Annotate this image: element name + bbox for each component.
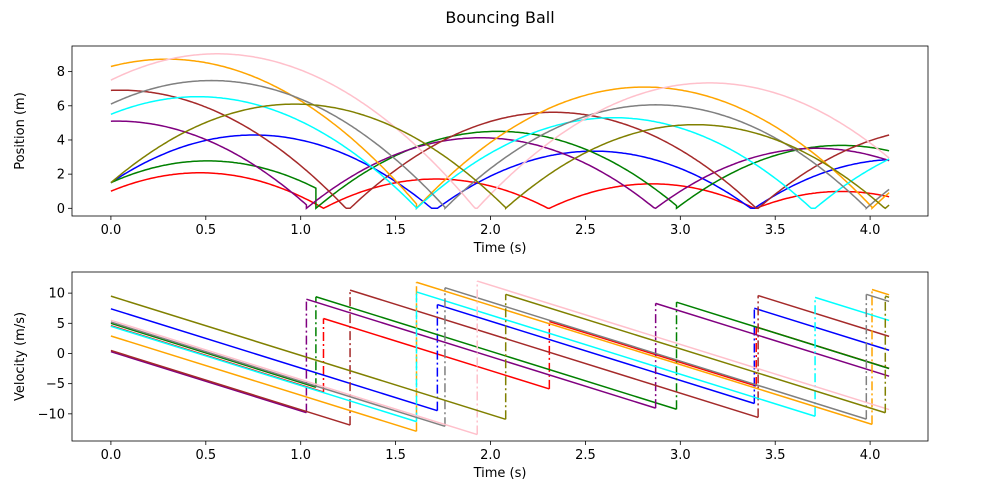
velocity-series-line <box>110 321 446 428</box>
x-tick-label: 1.5 <box>385 223 406 238</box>
y-tick-label: 10 <box>48 287 65 302</box>
velocity-series-line <box>676 301 890 370</box>
velocity-series-line <box>110 319 478 436</box>
position-series-line <box>110 103 890 210</box>
velocity-series-line <box>110 308 438 412</box>
velocity-series-line <box>477 280 890 411</box>
x-tick-label: 0.5 <box>195 448 216 463</box>
position-axes: 0.0 0.5 1.0 1.5 2.0 2.5 3.0 3.5 4.0 0 2 4 6 8 Time (… <box>13 45 929 256</box>
velocity-series-line <box>871 288 890 296</box>
velocity-x-axis-label: Time (s) <box>473 466 527 481</box>
x-tick-label: 0.5 <box>195 223 216 238</box>
position-series-line <box>110 53 890 210</box>
velocity-lines <box>110 280 890 436</box>
velocity-series-line <box>416 281 873 426</box>
position-series-line <box>110 79 890 211</box>
velocity-series-line <box>866 293 890 303</box>
x-tick-label: 1.0 <box>290 448 311 463</box>
x-tick-label: 2.5 <box>575 448 596 463</box>
velocity-series-line <box>437 303 755 405</box>
y-tick-label: 5 <box>57 317 65 332</box>
velocity-series-line <box>306 298 656 409</box>
velocity-series-line <box>110 350 307 414</box>
y-tick-label: 4 <box>57 133 65 148</box>
position-x-axis-label: Time (s) <box>473 241 527 256</box>
position-series-line <box>110 95 890 210</box>
velocity-axes: 0.0 0.5 1.0 1.5 2.0 2.5 3.0 3.5 4.0 10 5 0 −5 −10 Ti… <box>13 271 929 481</box>
position-series-line <box>110 58 890 211</box>
velocity-x-ticks: 0.0 0.5 1.0 1.5 2.0 2.5 3.0 3.5 4.0 <box>101 441 881 463</box>
position-series-line <box>110 120 890 210</box>
velocity-y-ticks: 10 5 0 −5 −10 <box>38 287 72 422</box>
x-tick-label: 0.0 <box>101 223 122 238</box>
velocity-series-line <box>110 349 351 426</box>
velocity-series-line <box>315 296 677 410</box>
velocity-series-line <box>110 325 417 423</box>
x-tick-label: 4.0 <box>860 223 881 238</box>
velocity-axes-frame <box>71 271 929 442</box>
x-tick-label: 0.0 <box>101 448 122 463</box>
x-tick-label: 3.0 <box>670 223 691 238</box>
y-tick-label: 0 <box>57 347 65 362</box>
velocity-series-line <box>444 286 867 420</box>
figure-title: Bouncing Ball <box>445 8 554 27</box>
velocity-series-line <box>814 296 890 322</box>
position-axes-frame <box>71 45 929 217</box>
y-tick-label: 8 <box>57 65 65 80</box>
y-tick-label: 0 <box>57 202 65 217</box>
position-y-ticks: 0 2 4 6 8 <box>57 65 72 217</box>
y-tick-label: −5 <box>46 377 65 392</box>
x-tick-label: 3.5 <box>765 223 786 238</box>
position-series-line <box>110 89 890 210</box>
velocity-series-line <box>505 293 886 414</box>
y-tick-label: 6 <box>57 99 65 114</box>
velocity-series-line <box>655 302 890 377</box>
velocity-series-line <box>110 322 317 388</box>
velocity-series-line <box>416 291 816 417</box>
x-tick-label: 4.0 <box>860 448 881 463</box>
velocity-series-line <box>323 317 550 390</box>
y-tick-label: 2 <box>57 168 65 183</box>
position-x-ticks: 0.0 0.5 1.0 1.5 2.0 2.5 3.0 3.5 4.0 <box>101 216 881 238</box>
velocity-series-line <box>549 320 757 387</box>
x-tick-label: 3.5 <box>765 448 786 463</box>
position-series-line <box>110 130 890 210</box>
velocity-series-line <box>349 289 759 419</box>
velocity-series-line <box>110 295 506 421</box>
x-tick-label: 1.0 <box>290 223 311 238</box>
y-tick-label: −10 <box>38 407 65 422</box>
velocity-series-line <box>885 295 890 299</box>
position-lines <box>110 53 890 211</box>
x-tick-label: 2.5 <box>575 223 596 238</box>
x-tick-label: 1.5 <box>385 448 406 463</box>
x-tick-label: 2.0 <box>480 223 501 238</box>
position-y-axis-label: Position (m) <box>13 92 28 170</box>
velocity-y-axis-label: Velocity (m/s) <box>13 312 28 401</box>
x-tick-label: 3.0 <box>670 448 691 463</box>
velocity-series-line <box>757 294 890 338</box>
x-tick-label: 2.0 <box>480 448 501 463</box>
velocity-series-line <box>110 335 417 433</box>
position-series-line <box>110 134 890 210</box>
